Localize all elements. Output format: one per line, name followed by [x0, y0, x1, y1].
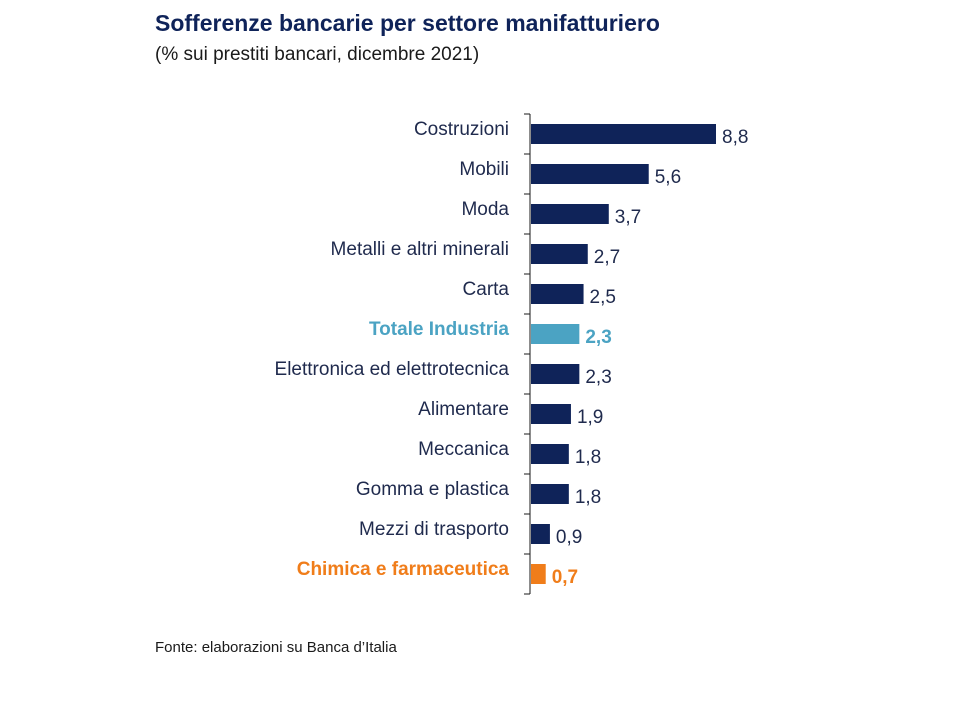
category-label: Mezzi di trasporto — [359, 519, 509, 540]
data-label: 2,7 — [594, 247, 620, 268]
category-label: Alimentare — [418, 399, 509, 420]
bar — [531, 124, 716, 144]
category-label: Totale Industria — [369, 319, 509, 340]
data-label: 8,8 — [722, 127, 748, 148]
category-label: Chimica e farmaceutica — [297, 559, 510, 580]
bar — [531, 324, 580, 344]
bar — [531, 364, 580, 384]
data-label: 2,3 — [585, 367, 611, 388]
category-label: Gomma e plastica — [356, 479, 510, 500]
bar — [531, 484, 569, 504]
data-label: 1,9 — [577, 407, 603, 428]
data-label: 3,7 — [615, 207, 641, 228]
chart-subtitle: (% sui prestiti bancari, dicembre 2021) — [155, 44, 480, 65]
bar — [531, 284, 584, 304]
bar — [531, 244, 588, 264]
bar — [531, 204, 609, 224]
category-label: Carta — [463, 279, 510, 300]
bar — [531, 404, 571, 424]
data-label: 2,5 — [590, 287, 616, 308]
source-note: Fonte: elaborazioni su Banca d’Italia — [155, 639, 397, 656]
bar — [531, 564, 546, 584]
data-label: 1,8 — [575, 447, 601, 468]
chart-title: Sofferenze bancarie per settore manifatt… — [155, 10, 660, 36]
data-label: 1,8 — [575, 487, 601, 508]
data-label: 0,7 — [552, 567, 578, 588]
bar — [531, 164, 649, 184]
bar — [531, 524, 550, 544]
category-label: Metalli e altri minerali — [331, 239, 509, 260]
category-label: Moda — [461, 199, 509, 220]
category-label: Costruzioni — [414, 119, 509, 140]
category-label: Mobili — [459, 159, 509, 180]
data-label: 2,3 — [585, 327, 611, 348]
category-label: Elettronica ed elettrotecnica — [275, 359, 510, 380]
category-label: Meccanica — [418, 439, 509, 460]
data-label: 0,9 — [556, 527, 582, 548]
data-label: 5,6 — [655, 167, 681, 188]
bar — [531, 444, 569, 464]
